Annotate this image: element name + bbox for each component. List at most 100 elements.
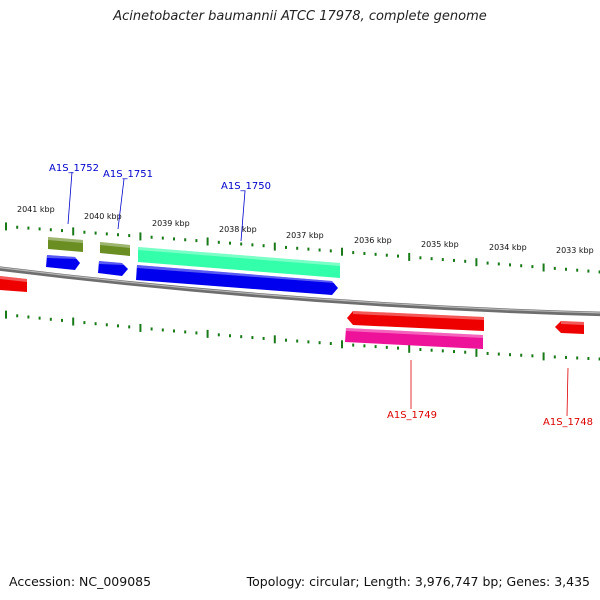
upper-minor-tick	[83, 230, 86, 234]
lower-minor-tick	[565, 355, 567, 359]
lower-minor-tick	[430, 348, 433, 352]
upper-major-tick	[72, 227, 75, 236]
upper-minor-tick	[38, 227, 41, 231]
gene-labels: A1S_1752 A1S_1751 A1S_1750 A1S_1749 A1S_1748	[49, 163, 593, 428]
upper-major-tick	[475, 258, 478, 267]
lower-minor-tick	[363, 344, 366, 348]
upper-minor-tick	[497, 262, 500, 266]
lower-minor-tick	[117, 324, 119, 328]
upper-minor-tick	[240, 242, 243, 246]
upper-major-tick	[206, 237, 209, 246]
lower-major-tick	[139, 323, 142, 332]
gene-feature-olive-1[interactable]	[48, 237, 83, 252]
tick-label: 2036 kbp	[354, 236, 392, 245]
map-title: Acinetobacter baumannii ATCC 17978, comp…	[113, 9, 487, 24]
gene-label-a1s-1751[interactable]: A1S_1751	[103, 169, 153, 180]
lower-minor-tick	[49, 317, 52, 321]
tick-label: 2038 kbp	[219, 225, 257, 234]
gene-label-a1s-1751-leader-line	[117, 178, 125, 230]
lower-minor-tick	[161, 328, 164, 332]
upper-minor-tick	[441, 258, 444, 262]
lower-minor-tick	[576, 356, 579, 360]
lower-minor-tick	[520, 353, 523, 357]
upper-minor-tick	[105, 232, 108, 236]
upper-minor-tick	[565, 267, 567, 271]
gene-feature-olive-2[interactable]	[100, 242, 130, 256]
lower-minor-tick	[397, 346, 399, 350]
lower-minor-tick	[307, 340, 310, 344]
upper-minor-tick	[27, 226, 30, 230]
lower-minor-tick	[385, 345, 388, 349]
genome-backbone	[0, 266, 600, 317]
upper-minor-tick	[16, 225, 19, 229]
upper-major-tick	[273, 242, 276, 251]
tick-label: 2035 kbp	[421, 240, 459, 249]
gene-label-a1s-1749[interactable]: A1S_1749	[387, 410, 437, 421]
gene-feature-blue-1[interactable]	[46, 255, 80, 270]
gene-label-a1s-1750-leader-line	[240, 190, 246, 242]
upper-minor-tick	[419, 256, 422, 260]
upper-minor-tick	[453, 258, 455, 262]
upper-minor-tick	[117, 233, 119, 237]
tick-row-lower	[5, 310, 600, 361]
gene-feature-red-2[interactable]	[555, 321, 584, 334]
upper-minor-tick	[352, 251, 355, 255]
lower-minor-tick	[38, 316, 41, 320]
upper-minor-tick	[374, 252, 377, 256]
upper-minor-tick	[262, 244, 265, 248]
upper-minor-tick	[385, 253, 388, 257]
lower-minor-tick	[240, 335, 243, 339]
upper-minor-tick	[173, 237, 175, 241]
gene-feature-red-left[interactable]	[0, 276, 27, 292]
lower-minor-tick	[16, 314, 19, 318]
lower-minor-tick	[94, 322, 97, 326]
upper-minor-tick	[229, 241, 231, 245]
upper-major-tick	[5, 222, 7, 231]
backbone-highlight	[0, 267, 600, 314]
upper-minor-tick	[363, 251, 366, 255]
lower-major-tick	[542, 352, 545, 361]
upper-minor-tick	[329, 249, 332, 253]
upper-minor-tick	[318, 248, 321, 252]
lower-minor-tick	[352, 343, 355, 347]
gene-label-a1s-1750[interactable]: A1S_1750	[221, 181, 271, 192]
upper-minor-tick	[49, 228, 52, 232]
upper-minor-tick	[397, 254, 399, 258]
upper-major-tick	[542, 263, 545, 272]
lower-minor-tick	[285, 338, 287, 342]
lower-minor-tick	[531, 354, 534, 358]
tick-label: 2033 kbp	[556, 246, 594, 255]
upper-minor-tick	[576, 268, 579, 272]
tick-label: 2039 kbp	[152, 219, 190, 228]
accession-label: Accession: NC_009085	[9, 574, 152, 589]
lower-minor-tick	[464, 350, 467, 354]
lower-minor-tick	[61, 318, 63, 322]
upper-minor-tick	[285, 245, 287, 249]
lower-major-tick	[206, 329, 209, 338]
lower-major-tick	[475, 348, 478, 357]
gene-label-a1s-1752[interactable]: A1S_1752	[49, 163, 99, 174]
upper-minor-tick	[161, 236, 164, 240]
upper-minor-tick	[464, 259, 467, 263]
upper-minor-tick	[553, 266, 556, 270]
lower-minor-tick	[262, 336, 265, 340]
lower-major-tick	[408, 344, 411, 353]
lower-minor-tick	[374, 345, 377, 349]
gene-feature-teal[interactable]	[138, 247, 340, 278]
lower-minor-tick	[441, 349, 444, 353]
tick-label: 2041 kbp	[17, 205, 55, 214]
gene-feature-magenta[interactable]	[345, 328, 483, 349]
lower-major-tick	[273, 335, 276, 344]
upper-minor-tick	[296, 246, 299, 250]
gene-feature-blue-3[interactable]	[136, 265, 338, 295]
gene-feature-blue-2[interactable]	[98, 261, 128, 276]
backbone-line	[0, 266, 600, 317]
lower-minor-tick	[173, 329, 175, 333]
gene-label-a1s-1748[interactable]: A1S_1748	[543, 417, 593, 428]
lower-minor-tick	[329, 342, 332, 346]
tick-label: 2040 kbp	[84, 212, 122, 221]
lower-minor-tick	[509, 353, 511, 357]
gene-feature-red-1[interactable]	[347, 311, 484, 331]
upper-minor-tick	[587, 269, 590, 273]
